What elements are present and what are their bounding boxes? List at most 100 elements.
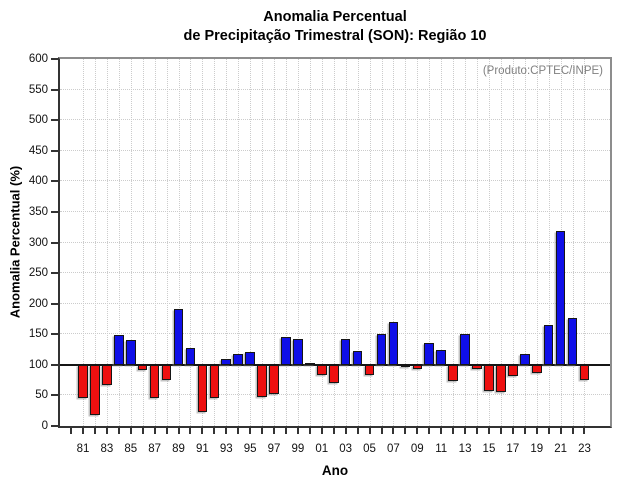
y-tick bbox=[51, 333, 58, 336]
x-tick bbox=[284, 428, 287, 434]
y-tick bbox=[51, 88, 58, 91]
y-tick-label: 400 bbox=[28, 175, 48, 188]
bar-94 bbox=[233, 354, 243, 365]
bar-00 bbox=[305, 362, 315, 365]
bar-86 bbox=[137, 364, 148, 371]
bar-04 bbox=[352, 350, 363, 365]
y-tick-label: 450 bbox=[28, 144, 48, 157]
v-gridline bbox=[548, 59, 550, 426]
y-tick-label: 200 bbox=[28, 297, 48, 310]
v-gridline bbox=[536, 59, 538, 426]
h-gridline bbox=[60, 88, 610, 90]
v-gridline bbox=[345, 59, 347, 426]
x-tick bbox=[105, 428, 108, 434]
v-gridline bbox=[441, 59, 443, 426]
v-gridline bbox=[393, 59, 395, 426]
x-tick bbox=[261, 428, 264, 434]
x-tick bbox=[523, 428, 526, 434]
chart-title: Anomalia Percentual de Precipitação Trim… bbox=[60, 8, 610, 46]
y-tick-label: 350 bbox=[28, 205, 48, 218]
x-tick bbox=[487, 428, 490, 434]
bar-88 bbox=[161, 364, 172, 380]
bar-02 bbox=[328, 364, 339, 384]
x-tick bbox=[547, 428, 550, 434]
x-tick bbox=[559, 428, 562, 434]
v-gridline bbox=[83, 59, 84, 426]
bar-23 bbox=[579, 364, 590, 380]
x-tick bbox=[93, 428, 96, 434]
v-gridline bbox=[202, 59, 204, 426]
x-tick bbox=[499, 428, 502, 434]
x-tick bbox=[249, 428, 252, 434]
bar-83 bbox=[102, 364, 112, 386]
v-gridline bbox=[238, 59, 240, 426]
bar-99 bbox=[293, 338, 303, 365]
y-tick-label: 550 bbox=[28, 83, 48, 96]
x-tick bbox=[177, 428, 180, 434]
x-tick bbox=[356, 428, 359, 434]
v-gridline bbox=[274, 59, 276, 426]
bar-08 bbox=[400, 364, 411, 367]
v-gridline bbox=[118, 59, 120, 426]
x-tick bbox=[452, 428, 455, 434]
x-tick-label: 95 bbox=[243, 443, 257, 455]
v-gridline bbox=[429, 59, 431, 426]
bar-18 bbox=[519, 354, 530, 365]
h-gridline bbox=[60, 272, 610, 274]
x-tick bbox=[392, 428, 395, 434]
x-tick bbox=[332, 428, 335, 434]
bar-21 bbox=[555, 230, 566, 365]
v-gridline bbox=[130, 59, 132, 426]
bar-91 bbox=[197, 364, 208, 412]
y-tick-label: 500 bbox=[28, 114, 48, 127]
y-tick bbox=[51, 180, 58, 183]
x-tick-label: 03 bbox=[339, 443, 353, 455]
x-tick bbox=[511, 428, 514, 434]
v-gridline bbox=[309, 59, 311, 426]
y-tick-label: 150 bbox=[28, 328, 48, 341]
y-tick-label: 600 bbox=[28, 53, 48, 65]
bar-07 bbox=[388, 322, 399, 365]
x-tick-label: 01 bbox=[315, 443, 329, 455]
x-axis-title: Ano bbox=[321, 463, 349, 478]
y-tick-label: 250 bbox=[28, 267, 48, 280]
v-gridline bbox=[262, 59, 264, 426]
bar-93 bbox=[221, 358, 232, 365]
bar-13 bbox=[460, 334, 470, 365]
x-tick bbox=[583, 428, 586, 434]
v-gridline bbox=[178, 59, 180, 426]
v-gridline bbox=[106, 59, 108, 426]
v-gridline bbox=[477, 59, 479, 426]
v-gridline bbox=[357, 59, 359, 426]
h-gridline bbox=[60, 149, 610, 151]
h-gridline bbox=[60, 241, 610, 243]
x-tick-label: 17 bbox=[506, 443, 520, 455]
bar-01 bbox=[317, 364, 327, 375]
x-tick bbox=[117, 428, 120, 434]
v-gridline bbox=[142, 59, 144, 426]
v-gridline bbox=[488, 59, 490, 426]
x-tick-label: 93 bbox=[219, 443, 233, 455]
y-tick bbox=[51, 210, 58, 213]
x-tick bbox=[320, 428, 323, 434]
x-tick-label: 89 bbox=[172, 443, 185, 455]
y-tick bbox=[51, 363, 58, 366]
bar-06 bbox=[376, 334, 387, 365]
bar-82 bbox=[90, 364, 100, 415]
bar-10 bbox=[424, 342, 435, 365]
bar-12 bbox=[448, 364, 458, 382]
x-tick-label: 97 bbox=[267, 443, 281, 455]
x-tick-label: 85 bbox=[124, 443, 138, 455]
x-tick-label: 13 bbox=[458, 443, 472, 455]
bar-14 bbox=[472, 364, 482, 369]
v-gridline bbox=[512, 59, 514, 426]
x-tick-label: 11 bbox=[435, 443, 448, 455]
v-gridline bbox=[214, 59, 216, 426]
x-tick-label: 99 bbox=[291, 443, 305, 455]
y-tick bbox=[51, 241, 58, 244]
y-tick bbox=[51, 149, 58, 152]
y-tick-labels: 0 50 100 150 200 250 300 350 400 450 500 550 600 bbox=[0, 53, 48, 432]
bar-98 bbox=[281, 337, 291, 365]
x-tick bbox=[368, 428, 371, 434]
x-tick bbox=[464, 428, 467, 434]
